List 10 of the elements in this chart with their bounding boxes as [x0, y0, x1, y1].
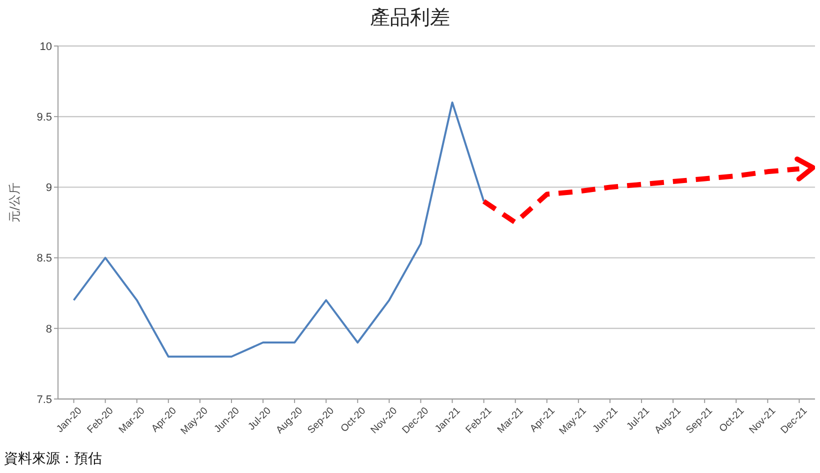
y-axis-title: 元/公斤	[7, 182, 22, 222]
line-series	[72, 101, 485, 358]
y-tick-label: 9.5	[36, 112, 52, 124]
y-tick-label: 9	[46, 182, 52, 194]
source-note: 資料來源：預估	[4, 450, 102, 468]
y-tick-label: 8.5	[36, 252, 52, 265]
y-tick-label: 8	[46, 323, 52, 336]
y-tick-label: 10	[40, 40, 52, 53]
y-tick-label: 7.5	[36, 394, 52, 406]
chart-title: 產品利差	[369, 4, 451, 31]
